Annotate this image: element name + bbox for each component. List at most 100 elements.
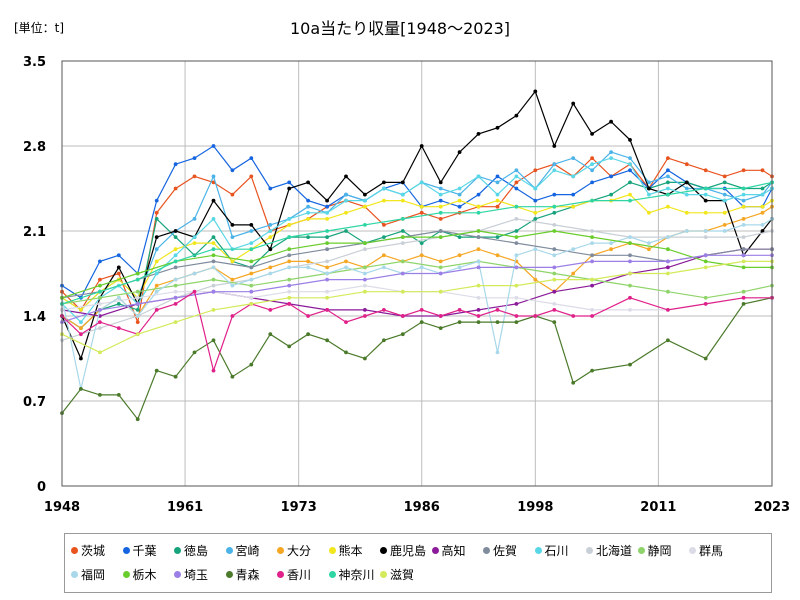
data-point: [514, 186, 519, 191]
data-point: [571, 314, 576, 318]
data-point: [703, 265, 708, 270]
y-tick-label: 1.4: [23, 310, 46, 325]
series-埼玉: [60, 253, 774, 324]
data-point: [514, 241, 519, 246]
data-point: [173, 289, 178, 294]
data-point: [306, 235, 310, 240]
data-point: [400, 192, 405, 197]
data-point: [325, 289, 329, 294]
data-point: [533, 247, 538, 252]
data-point: [382, 198, 386, 203]
x-tick-label: 1948: [44, 500, 80, 515]
legend-item: 鹿児島: [380, 542, 426, 559]
data-point: [666, 308, 670, 312]
data-point: [760, 204, 765, 209]
data-point: [628, 283, 632, 288]
data-point: [552, 247, 557, 252]
data-point: [552, 144, 557, 148]
data-point: [325, 295, 329, 300]
data-point: [760, 192, 765, 197]
data-point: [306, 180, 310, 185]
series-鹿児島: [60, 89, 774, 361]
data-point: [741, 295, 746, 300]
data-point: [211, 174, 216, 179]
data-point: [287, 295, 292, 300]
data-point: [628, 162, 632, 167]
series-line: [61, 297, 773, 421]
data-point: [173, 247, 178, 252]
data-point: [268, 235, 273, 240]
data-point: [249, 223, 254, 227]
data-point: [135, 332, 140, 337]
data-point: [173, 302, 178, 306]
data-point: [154, 271, 159, 276]
data-point: [306, 332, 310, 337]
data-point: [703, 229, 708, 233]
data-point: [98, 350, 102, 355]
data-point: [249, 295, 254, 300]
legend-item: 千葉: [122, 542, 157, 559]
legend-label: 北海道: [596, 544, 633, 558]
data-point: [268, 247, 273, 252]
data-point: [287, 253, 292, 258]
chart-title: 10a当たり収量[1948～2023]: [290, 19, 510, 38]
data-point: [325, 259, 329, 264]
data-point: [419, 253, 424, 258]
data-point: [287, 289, 292, 294]
y-tick-label: 0.7: [23, 395, 46, 410]
data-point: [533, 89, 538, 94]
data-point: [514, 314, 519, 318]
data-point: [98, 295, 102, 300]
data-point: [154, 217, 159, 221]
data-point: [363, 204, 367, 209]
data-point: [666, 180, 670, 185]
data-point: [230, 314, 235, 318]
data-point: [249, 362, 254, 367]
data-point: [230, 374, 235, 379]
legend-marker: [431, 547, 439, 554]
data-point: [211, 247, 216, 252]
data-point: [211, 241, 216, 246]
data-point: [628, 168, 632, 173]
data-point: [325, 210, 329, 215]
data-point: [173, 253, 178, 258]
data-point: [476, 235, 481, 240]
data-point: [344, 320, 348, 324]
data-point: [287, 217, 292, 221]
data-point: [703, 192, 708, 197]
data-point: [438, 204, 443, 209]
data-point: [268, 271, 273, 276]
data-point: [590, 156, 594, 161]
data-point: [457, 320, 462, 324]
data-point: [79, 387, 83, 391]
data-point: [722, 180, 727, 185]
data-point: [741, 168, 746, 173]
legend-label: 高知: [441, 544, 466, 558]
data-point: [476, 314, 481, 318]
data-point: [628, 253, 632, 258]
data-point: [344, 265, 348, 270]
data-point: [476, 192, 481, 197]
legend-label: 神奈川: [338, 568, 375, 582]
data-point: [533, 217, 538, 221]
data-point: [590, 277, 594, 282]
data-point: [287, 186, 292, 191]
legend-marker: [328, 571, 336, 578]
legend-item: 熊本: [328, 542, 363, 559]
data-point: [287, 344, 292, 349]
legend-label: 石川: [544, 544, 569, 558]
data-point: [628, 308, 632, 312]
legend-marker: [174, 547, 181, 554]
data-point: [438, 186, 443, 191]
data-point: [154, 210, 159, 215]
data-point: [325, 247, 329, 252]
x-tick-label: 1998: [517, 500, 553, 515]
data-point: [363, 198, 367, 203]
data-point: [552, 229, 557, 233]
data-point: [344, 210, 348, 215]
data-point: [268, 229, 273, 233]
data-point: [325, 308, 329, 312]
data-point: [552, 271, 557, 276]
legend-label: 群馬: [699, 544, 724, 558]
